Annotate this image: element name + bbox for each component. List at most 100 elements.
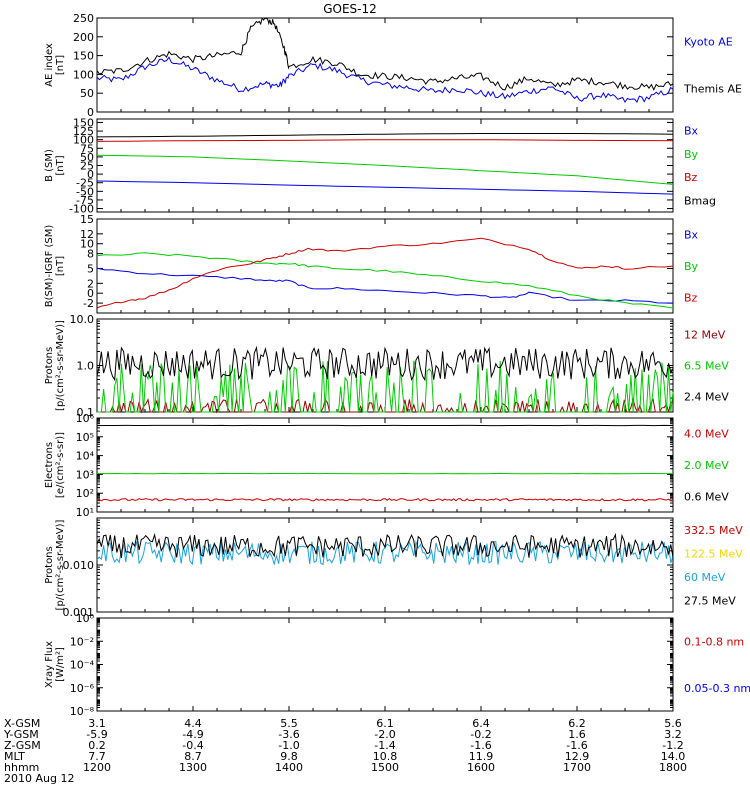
legend-label: 27.5 MeV xyxy=(684,594,736,607)
y-tick-label: 0.001 xyxy=(63,606,95,619)
plot-title: GOES-12 xyxy=(323,2,377,16)
legend-label: Kyoto AE xyxy=(684,36,733,49)
legend-label: Bmag xyxy=(684,194,716,207)
legend-label: 4.0 MeV xyxy=(684,428,729,441)
y-tick-label: 10³ xyxy=(76,468,94,481)
ephemeris-value: -1.4 xyxy=(374,739,396,752)
ephemeris-value: -1.0 xyxy=(278,739,300,752)
ephemeris-value: -0.4 xyxy=(182,739,204,752)
y-tick-label: -25 xyxy=(76,177,94,190)
y-tick-label: 12 xyxy=(80,228,94,241)
y-tick-label: -100 xyxy=(69,203,94,216)
legend-label: Bz xyxy=(684,171,698,184)
ephemeris-value: -2.0 xyxy=(374,728,396,741)
y-axis-label: Electrons[e/(cm²-s-sr)] xyxy=(44,432,66,498)
y-tick-label: 50 xyxy=(80,151,94,164)
ephemeris-value: 1800 xyxy=(659,761,687,774)
ephemeris-value: 1700 xyxy=(563,761,591,774)
ephemeris-value: 5.6 xyxy=(664,717,682,730)
legend-label: By xyxy=(684,260,699,273)
legend-label: 0.6 MeV xyxy=(684,490,729,503)
ephemeris-value: 3.2 xyxy=(664,728,682,741)
y-axis-label: Xray Flux[W/m²] xyxy=(44,641,66,688)
y-tick-label: 25 xyxy=(80,160,94,173)
series-line-bz xyxy=(96,139,674,142)
ephemeris-value: 11.9 xyxy=(468,750,494,763)
y-axis-label: B (SM)[nT] xyxy=(44,149,66,182)
ephemeris-label: Y-GSM xyxy=(4,728,39,741)
y-tick-label: 15 xyxy=(80,213,94,226)
ephemeris-label: X-GSM xyxy=(4,717,41,730)
panel-frame xyxy=(96,417,674,513)
series-line-27-5-mev xyxy=(96,532,674,559)
y-tick-label: 10⁻⁸ xyxy=(70,705,95,718)
legend-label: 6.5 MeV xyxy=(684,360,729,373)
legend-label: 2.0 MeV xyxy=(684,459,729,472)
ephemeris-value: -0.2 xyxy=(470,728,492,741)
y-tick-label: 10² xyxy=(76,487,94,500)
y-tick-label: 250 xyxy=(73,12,94,25)
y-tick-label: 125 xyxy=(73,125,94,138)
panel-protons1: 0.1 1.0 10.0 Protons[p/(cm²-s-sr-MeV)] 12 Me… xyxy=(44,313,729,419)
ephemeris-value: -5.9 xyxy=(86,728,108,741)
y-tick-label: 1.0 xyxy=(77,360,95,373)
y-tick-label: -50 xyxy=(76,185,94,198)
ephemeris-value: 8.7 xyxy=(184,750,202,763)
legend-label: 122.5 MeV xyxy=(684,547,743,560)
series-line-kyoto-ae xyxy=(96,56,674,103)
ephemeris-value: 14.0 xyxy=(660,750,686,763)
y-tick-label: 5 xyxy=(87,262,94,275)
y-tick-label: -2 xyxy=(83,297,94,310)
y-axis-label: AE index[nT] xyxy=(44,43,66,87)
y-tick-label: 75 xyxy=(80,142,94,155)
legend-label: 2.4 MeV xyxy=(684,391,729,404)
panel-xray: 10⁻⁸ 10⁻⁶ 10⁻⁴ 10⁻² 10⁰ Xray Flux[W/m²] 0.1-0.… xyxy=(44,612,750,718)
y-tick-label: 10 xyxy=(80,238,94,251)
legend-label: Themis AE xyxy=(683,83,742,96)
series-line-bx xyxy=(96,180,674,195)
y-tick-label: 10⁶ xyxy=(76,412,95,425)
legend-label: 12 MeV xyxy=(684,329,726,342)
ephemeris-value: 6.1 xyxy=(376,717,394,730)
series-line-themis-ae xyxy=(96,17,674,91)
series-line-4-0-mev xyxy=(96,497,674,502)
series-line-bz xyxy=(96,237,674,309)
legend-label: 60 MeV xyxy=(684,571,726,584)
series-line-by xyxy=(96,252,674,309)
y-tick-label: 200 xyxy=(73,31,94,44)
y-axis-label: Protons[p/(cm²-s-sr-MeV)] xyxy=(44,519,66,610)
y-tick-label: 50 xyxy=(80,87,94,100)
y-tick-label: 10⁻⁶ xyxy=(70,682,95,695)
ephemeris-value: -1.6 xyxy=(566,739,588,752)
panel-electrons: 10¹ 10² 10³ 10⁴ 10⁵ 10⁶ Electrons[e/(cm²-s-sr)… xyxy=(44,412,729,519)
legend-label: By xyxy=(684,148,699,161)
y-tick-label: 10⁴ xyxy=(76,450,95,463)
y-tick-label: 0 xyxy=(87,106,94,119)
ephemeris-value: 0.2 xyxy=(88,739,106,752)
ephemeris-value: 1.6 xyxy=(568,728,586,741)
y-tick-label: 150 xyxy=(73,116,94,129)
y-tick-label: 10⁰ xyxy=(76,612,95,625)
ephemeris-value: 10.8 xyxy=(372,750,398,763)
series-line-2-4-mev xyxy=(96,345,674,382)
y-tick-label: 8 xyxy=(87,248,94,261)
ephemeris-label: MLT xyxy=(4,750,25,763)
ephemeris-value: 1200 xyxy=(83,761,111,774)
ephemeris-value: 6.2 xyxy=(568,717,586,730)
y-tick-label: 0.1 xyxy=(77,406,95,419)
ephemeris-value: 1400 xyxy=(275,761,303,774)
y-tick-label: 0.010 xyxy=(63,559,95,572)
ephemeris-value: 1500 xyxy=(371,761,399,774)
ephemeris-value: -3.6 xyxy=(278,728,300,741)
y-tick-label: 0 xyxy=(87,287,94,300)
ephemeris-value: 5.5 xyxy=(280,717,298,730)
ephemeris-value: -1.6 xyxy=(470,739,492,752)
y-tick-label: 150 xyxy=(73,50,94,63)
panel-frame xyxy=(96,517,674,613)
ephemeris-value: 4.4 xyxy=(184,717,202,730)
panel-frame xyxy=(96,617,674,712)
ephemeris-value: 12.9 xyxy=(564,750,590,763)
y-tick-label: 100 xyxy=(73,134,94,147)
